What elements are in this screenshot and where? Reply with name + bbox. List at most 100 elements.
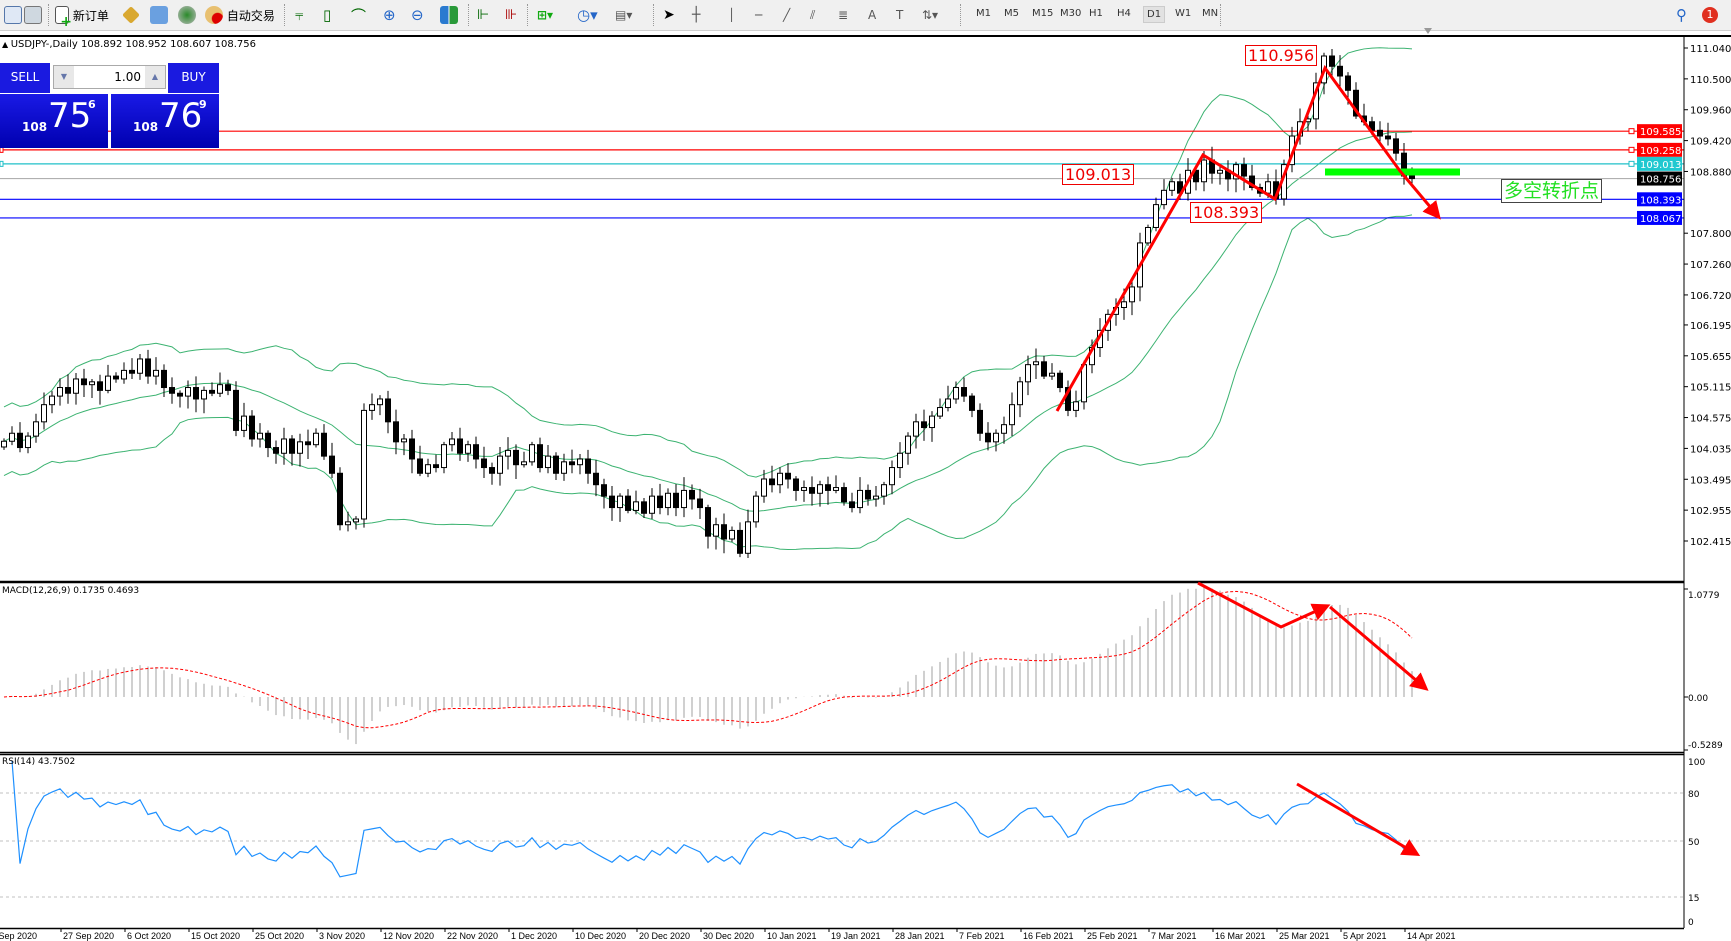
turning-point-label[interactable]: 多空转折点 [1501, 179, 1603, 203]
candle [977, 409, 983, 434]
buy-button[interactable]: BUY [168, 63, 219, 93]
lot-decrease-icon[interactable]: ▼ [54, 66, 74, 88]
lot-size-stepper[interactable]: ▼ 1.00 ▲ [53, 65, 166, 89]
chart-border [0, 35, 1731, 37]
candle [737, 529, 743, 554]
text-label-icon[interactable]: T [896, 8, 904, 22]
zoom-in-icon[interactable]: ⊕ [383, 6, 396, 24]
buy-price-main: 76 [159, 96, 203, 136]
timeframe-m5[interactable]: M5 [1004, 8, 1019, 19]
sell-price[interactable]: 108 75 6 [0, 94, 108, 148]
candle [521, 461, 527, 466]
new-order-icon: + [55, 6, 72, 29]
candle [505, 449, 511, 457]
fibonacci-icon[interactable]: ≣ [838, 8, 849, 22]
magnifier-icon[interactable] [24, 4, 42, 26]
tile-windows-icon[interactable] [440, 4, 458, 26]
crosshair-icon[interactable]: ┼ [692, 7, 701, 23]
candle [609, 495, 615, 509]
candle [1193, 169, 1199, 183]
search-icon[interactable]: ⚲ [1676, 6, 1687, 24]
indicators-icon[interactable]: ⊞▾ [537, 8, 554, 22]
candle [1329, 55, 1335, 67]
candle [1001, 424, 1007, 434]
candle [1377, 129, 1383, 137]
periods-icon[interactable]: ◷▾ [577, 6, 598, 24]
candle [1129, 286, 1135, 303]
timeframe-m15[interactable]: M15 [1032, 8, 1054, 19]
candle [401, 438, 407, 443]
buy-price-pipette: 9 [199, 98, 207, 111]
timeframe-m1[interactable]: M1 [976, 8, 991, 19]
line-handle-icon [0, 160, 4, 167]
horizontal-line-icon[interactable]: ─ [755, 8, 763, 22]
candlestick-icon[interactable]: ▯ [323, 6, 332, 24]
timeframe-w1[interactable]: W1 [1175, 8, 1192, 19]
timeframe-h4[interactable]: H4 [1117, 8, 1131, 19]
candle [553, 455, 559, 474]
arrows-icon[interactable]: ⇅▾ [922, 8, 939, 22]
date-axis-label: 22 Nov 2020 [447, 931, 498, 941]
candle [1073, 401, 1079, 411]
chart-shift-icon[interactable]: ⊪ [505, 7, 518, 23]
candle [545, 455, 551, 469]
notifications-button[interactable]: 1 [1702, 4, 1718, 26]
candle [481, 458, 487, 469]
line-chart-icon[interactable]: ⌒ [351, 6, 367, 25]
date-axis-label: 25 Mar 2021 [1279, 931, 1330, 941]
macd-signal-line [3, 590, 1413, 729]
date-axis-label: 25 Oct 2020 [255, 931, 304, 941]
lot-increase-icon[interactable]: ▲ [145, 66, 165, 88]
vertical-line-icon[interactable]: │ [728, 8, 736, 22]
trendline-icon[interactable]: ╱ [783, 8, 791, 22]
candle [721, 524, 727, 540]
new-order-button[interactable]: + 新订单 [55, 4, 109, 29]
candle [1201, 159, 1207, 183]
price-axis-label: 111.040 [1690, 44, 1731, 55]
auto-scroll-icon[interactable]: ⊩ [477, 7, 490, 23]
templates-icon[interactable]: ▤▾ [615, 8, 633, 22]
window-icon[interactable] [4, 4, 22, 26]
macd-wave-arrow [1197, 581, 1331, 629]
zoom-out-icon[interactable]: ⊖ [411, 6, 424, 24]
swing-low-label[interactable]: 108.393 [1190, 202, 1263, 223]
candle [457, 438, 463, 454]
bollinger-lower [3, 214, 1413, 550]
lot-size-input[interactable]: 1.00 [114, 70, 141, 84]
swing-high-label[interactable]: 110.956 [1245, 45, 1318, 66]
navigator-icon[interactable] [150, 4, 168, 26]
timeframe-h1[interactable]: H1 [1089, 8, 1103, 19]
bar-chart-icon[interactable]: ⫧ [295, 6, 304, 24]
signals-icon[interactable] [178, 4, 196, 26]
candle [729, 529, 735, 540]
date-axis-label: 25 Feb 2021 [1087, 931, 1138, 941]
candle [1241, 164, 1247, 177]
rsi-line [11, 760, 1413, 878]
cursor-icon[interactable]: ➤ [663, 7, 675, 23]
new-order-label: 新订单 [72, 8, 109, 23]
rsi-pane [0, 760, 1684, 898]
candle [257, 432, 263, 440]
candle [601, 484, 607, 497]
collapse-triangle-icon[interactable]: ▲ [2, 40, 11, 49]
candle [1, 440, 7, 448]
date-axis-label: 6 Oct 2020 [127, 931, 171, 941]
timeframe-m30[interactable]: M30 [1060, 8, 1082, 19]
candle [473, 444, 479, 460]
auto-trading-button[interactable]: 自动交易 [205, 4, 275, 26]
text-icon[interactable]: A [868, 8, 877, 22]
timeframe-d1[interactable]: D1 [1143, 6, 1166, 23]
equidistant-channel-icon[interactable]: ⫽ [810, 7, 816, 22]
bollinger-middle [3, 131, 1413, 512]
candle [321, 432, 327, 457]
buy-price[interactable]: 108 76 9 [111, 94, 219, 148]
candle [33, 421, 39, 437]
candle [801, 487, 807, 491]
candle [345, 521, 351, 526]
resistance-label[interactable]: 109.013 [1062, 164, 1135, 185]
sell-button[interactable]: SELL [0, 63, 50, 93]
timeframe-mn[interactable]: MN [1202, 8, 1219, 19]
candle [1025, 364, 1031, 383]
price-line-tag-label: 109.258 [1640, 146, 1681, 157]
